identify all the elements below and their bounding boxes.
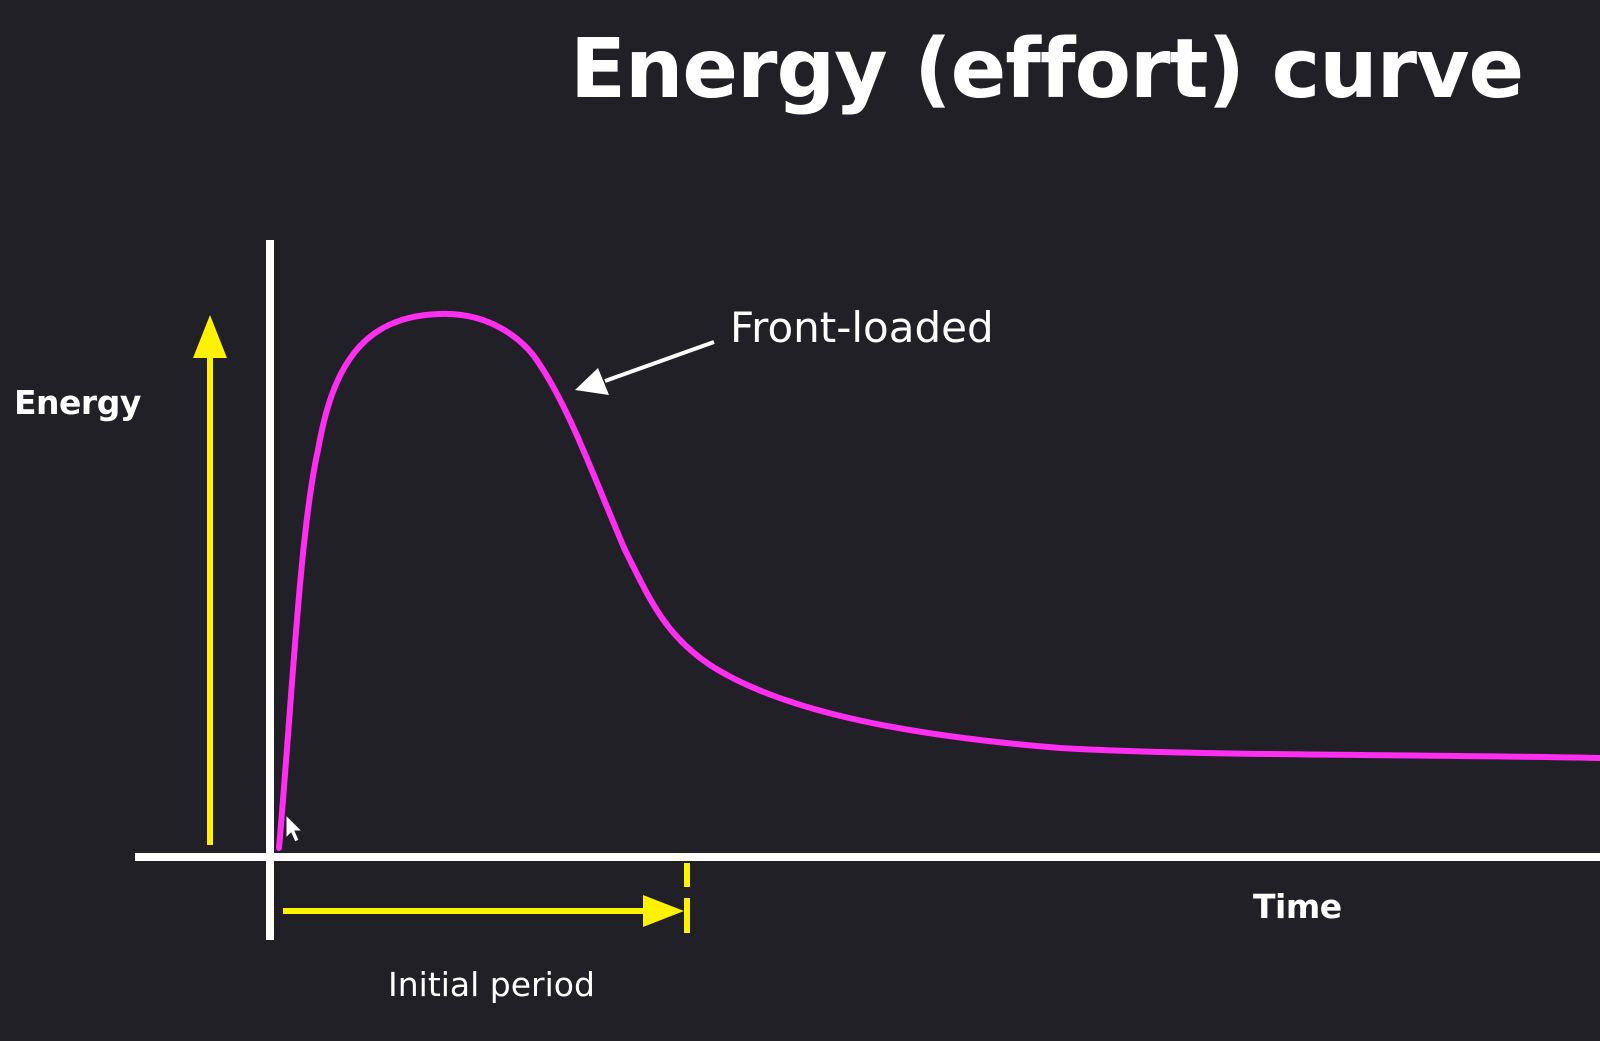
front-loaded-label: Front-loaded xyxy=(730,303,994,352)
mouse-pointer-icon xyxy=(285,813,304,843)
energy-curve xyxy=(276,310,1600,851)
initial-period-arrow xyxy=(283,863,690,933)
slide-title: Energy (effort) curve xyxy=(570,22,1524,117)
y-axis-label: Energy xyxy=(14,383,141,422)
initial-period-label: Initial period xyxy=(388,965,595,1004)
x-axis-label: Time xyxy=(1253,887,1342,926)
energy-arrow xyxy=(193,315,227,845)
front-loaded-callout-arrow xyxy=(575,340,715,395)
